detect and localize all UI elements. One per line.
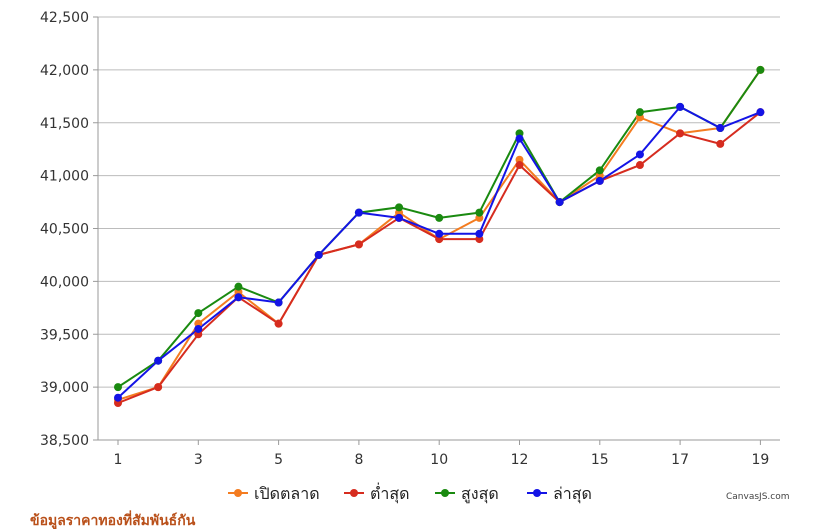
data-point — [595, 166, 604, 175]
data-point — [756, 65, 765, 74]
data-point — [234, 293, 243, 302]
data-point — [435, 213, 444, 222]
data-point — [475, 208, 484, 217]
legend-label: ต่ำสุด — [370, 482, 410, 504]
legend-label: ล่าสุด — [553, 484, 592, 504]
data-point — [756, 108, 765, 117]
series-line-2 — [117, 111, 762, 404]
legend-swatch-marker — [533, 489, 541, 497]
data-point — [395, 213, 404, 222]
data-point — [555, 198, 564, 207]
x-tick-label: 3 — [194, 452, 203, 468]
legend-label: สูงสุด — [461, 484, 499, 504]
y-tick-label: 39,500 — [40, 327, 89, 343]
x-axis: 1 3 5 8 10 12 15 17 19 — [98, 439, 780, 468]
chart-legend[interactable]: เปิดตลาด ต่ำสุด สูงสุด ล่าสุด — [228, 482, 592, 504]
data-point — [194, 309, 203, 318]
y-tick-label: 40,500 — [40, 222, 89, 238]
data-point — [354, 208, 363, 217]
legend-swatch-marker — [350, 489, 358, 497]
data-point — [635, 108, 644, 117]
y-tick-label: 41,500 — [40, 116, 89, 132]
data-point — [716, 139, 725, 148]
legend-item[interactable]: ล่าสุด — [527, 484, 592, 504]
data-point — [154, 356, 163, 365]
data-point — [314, 250, 323, 259]
legend-item[interactable]: สูงสุด — [435, 484, 499, 504]
x-tick-label: 1 — [114, 452, 123, 468]
y-tick-label: 42,500 — [40, 10, 89, 26]
canvasjs-credit-link[interactable]: CanvasJS.com — [726, 492, 790, 502]
data-point — [354, 240, 363, 249]
x-tick-label: 10 — [430, 452, 448, 468]
data-point — [435, 229, 444, 238]
data-point — [274, 298, 283, 307]
data-point — [194, 324, 203, 333]
y-tick-label: 42,000 — [40, 63, 89, 79]
data-point — [114, 383, 122, 392]
data-point — [274, 319, 283, 328]
data-point — [475, 229, 484, 238]
y-tick-label: 40,000 — [40, 274, 89, 290]
x-tick-label: 5 — [274, 452, 283, 468]
data-point — [515, 161, 524, 170]
data-point — [234, 282, 243, 291]
y-axis: 38,500 39,000 39,500 40,000 40,500 41,000 41,5… — [40, 10, 99, 449]
legend-item[interactable]: เปิดตลาด — [228, 484, 320, 503]
data-point — [395, 203, 404, 212]
legend-item[interactable]: ต่ำสุด — [344, 482, 410, 504]
data-point — [114, 393, 122, 402]
data-point — [676, 102, 685, 111]
data-point — [716, 124, 725, 133]
y-tick-label: 41,000 — [40, 169, 89, 185]
x-tick-label: 19 — [751, 452, 769, 468]
data-point — [154, 383, 163, 392]
series-line-4 — [117, 105, 761, 399]
y-tick-label: 39,000 — [40, 380, 89, 396]
data-point — [515, 134, 524, 143]
x-tick-label: 17 — [671, 452, 689, 468]
x-tick-label: 8 — [354, 452, 363, 468]
data-point — [635, 161, 644, 170]
legend-label: เปิดตลาด — [254, 484, 320, 503]
legend-swatch-marker — [234, 489, 242, 497]
x-tick-label: 15 — [591, 452, 609, 468]
related-gold-price-link[interactable]: ข้อมูลราคาทองที่สัมพันธ์กัน — [30, 513, 196, 529]
data-point — [595, 176, 604, 185]
x-tick-label: 12 — [511, 452, 529, 468]
chart-gridlines — [98, 16, 780, 441]
data-point — [635, 150, 644, 159]
series-points — [114, 65, 765, 407]
legend-swatch-marker — [441, 489, 449, 497]
y-tick-label: 38,500 — [40, 433, 89, 449]
data-point — [676, 129, 685, 138]
